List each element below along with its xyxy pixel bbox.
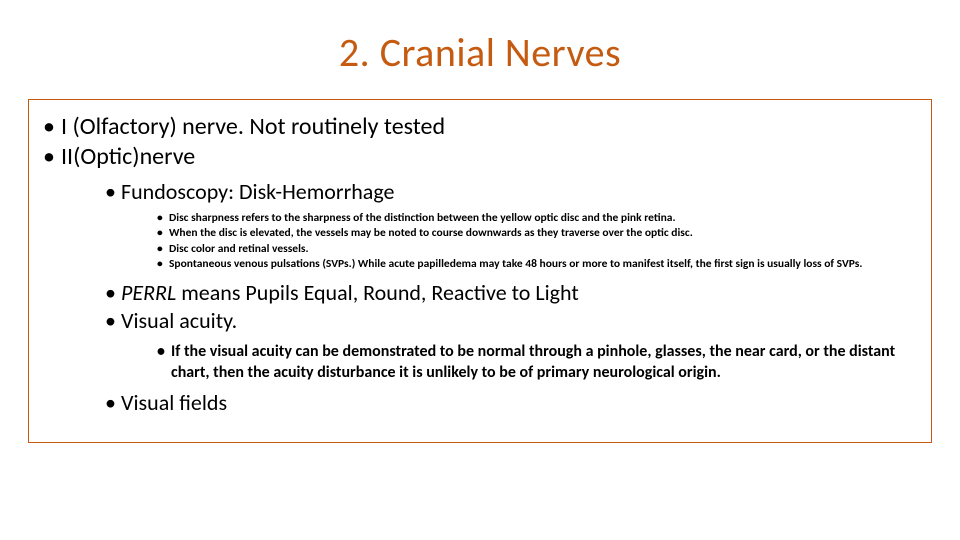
bullet-disc-color: Disc color and retinal vessels. xyxy=(157,242,917,258)
content-box: I (Olfactory) nerve. Not routinely teste… xyxy=(28,99,932,443)
slide-title: 2. Cranial Nerves xyxy=(0,28,960,77)
bullet-optic-text: II(Optic)nerve xyxy=(61,142,195,171)
bullet-disc-elevated: When the disc is elevated, the vessels m… xyxy=(157,226,917,242)
bullet-list-lvl3-b: If the visual acuity can be demonstrated… xyxy=(157,342,917,384)
title-container: 2. Cranial Nerves xyxy=(0,0,960,91)
bullet-visual-acuity: Visual acuity. If the visual acuity can … xyxy=(105,307,917,383)
perrl-term: PERRL xyxy=(121,279,176,306)
bullet-olfactory: I (Olfactory) nerve. Not routinely teste… xyxy=(43,112,917,142)
bullet-visual-fields: Visual fields xyxy=(105,389,917,418)
bullet-acuity-detail: If the visual acuity can be demonstrated… xyxy=(157,342,917,384)
bullet-list-lvl1: I (Olfactory) nerve. Not routinely teste… xyxy=(43,112,917,418)
bullet-fundoscopy-text: Fundoscopy: Disk-Hemorrhage xyxy=(121,178,394,205)
bullet-visual-acuity-text: Visual acuity. xyxy=(121,307,237,334)
bullet-optic: II(Optic)nerve Fundoscopy: Disk-Hemorrha… xyxy=(43,142,917,418)
slide: 2. Cranial Nerves I (Olfactory) nerve. N… xyxy=(0,0,960,540)
bullet-perrl: PERRL means Pupils Equal, Round, Reactiv… xyxy=(105,279,917,308)
bullet-fundoscopy: Fundoscopy: Disk-Hemorrhage Disc sharpne… xyxy=(105,178,917,273)
bullet-list-lvl3-a: Disc sharpness refers to the sharpness o… xyxy=(157,211,917,273)
perrl-definition: means Pupils Equal, Round, Reactive to L… xyxy=(176,279,579,306)
bullet-disc-sharpness: Disc sharpness refers to the sharpness o… xyxy=(157,211,917,227)
bullet-list-lvl2-a: Fundoscopy: Disk-Hemorrhage Disc sharpne… xyxy=(105,178,917,418)
bullet-svp: Spontaneous venous pulsations (SVPs.) Wh… xyxy=(157,257,917,273)
